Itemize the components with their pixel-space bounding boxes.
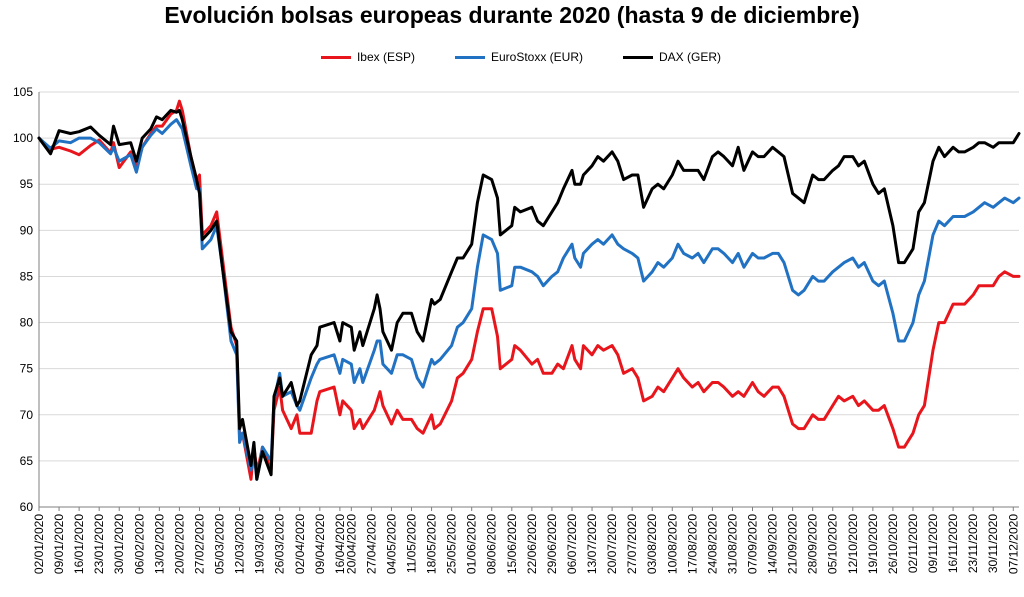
y-tick-label: 70 bbox=[20, 408, 34, 422]
x-tick-label: 05/10/2020 bbox=[826, 514, 840, 574]
x-tick-label: 18/05/2020 bbox=[425, 514, 439, 574]
x-tick-label: 23/11/2020 bbox=[966, 514, 980, 573]
x-tick-label: 07/12/2020 bbox=[1006, 514, 1020, 574]
x-tick-label: 27/04/2020 bbox=[364, 514, 378, 574]
legend-swatch-ibex bbox=[320, 55, 351, 59]
x-tick-label: 12/03/2020 bbox=[233, 514, 247, 574]
x-tick-label: 11/05/2020 bbox=[405, 514, 419, 573]
x-tick-label: 27/02/2020 bbox=[192, 514, 206, 574]
x-tick-label: 22/06/2020 bbox=[525, 514, 539, 574]
y-tick-label: 105 bbox=[13, 85, 33, 99]
x-tick-label: 16/01/2020 bbox=[72, 514, 86, 574]
x-tick-label: 30/01/2020 bbox=[112, 514, 126, 574]
legend-swatch-dax bbox=[623, 55, 654, 59]
y-tick-label: 90 bbox=[20, 223, 34, 237]
chart-title: Evolución bolsas europeas durante 2020 (… bbox=[164, 2, 860, 28]
legend-item-ibex: Ibex (ESP) bbox=[320, 50, 415, 64]
x-tick-label: 09/01/2020 bbox=[52, 514, 66, 574]
legend: Ibex (ESP) EuroStoxx (EUR) DAX (GER) bbox=[0, 50, 1024, 64]
legend-label-dax: DAX (GER) bbox=[659, 50, 722, 64]
x-tick-label: 21/09/2020 bbox=[786, 514, 800, 574]
x-tick-label: 03/08/2020 bbox=[645, 514, 659, 574]
x-tick-label: 02/01/2020 bbox=[32, 514, 46, 574]
y-tick-label: 100 bbox=[13, 131, 33, 145]
x-tick-label: 09/04/2020 bbox=[313, 514, 327, 574]
x-tick-label: 01/06/2020 bbox=[465, 514, 479, 574]
x-tick-label: 27/07/2020 bbox=[625, 514, 639, 574]
x-tick-label: 30/11/2020 bbox=[986, 514, 1000, 573]
x-tick-label: 26/10/2020 bbox=[886, 514, 900, 574]
x-tick-label: 10/08/2020 bbox=[665, 514, 679, 574]
x-tick-label: 07/09/2020 bbox=[746, 514, 760, 574]
legend-label-ibex: Ibex (ESP) bbox=[356, 50, 415, 64]
y-tick-label: 80 bbox=[20, 316, 34, 330]
x-tick-label: 06/07/2020 bbox=[565, 514, 579, 574]
x-tick-label: 28/09/2020 bbox=[806, 514, 820, 574]
x-tick-label: 13/07/2020 bbox=[585, 514, 599, 574]
x-tick-label: 19/03/2020 bbox=[253, 514, 267, 574]
x-tick-label: 17/08/2020 bbox=[685, 514, 699, 574]
series-line-ibex bbox=[37, 99, 1021, 481]
x-tick-label: 20/07/2020 bbox=[605, 514, 619, 574]
x-tick-label: 19/10/2020 bbox=[866, 514, 880, 574]
legend-item-dax: DAX (GER) bbox=[623, 50, 721, 64]
x-tick-label: 04/05/2020 bbox=[384, 514, 398, 574]
x-tick-label: 12/10/2020 bbox=[846, 514, 860, 574]
x-tick-label: 15/06/2020 bbox=[505, 514, 519, 574]
y-tick-label: 75 bbox=[20, 362, 34, 376]
x-tick-label: 16/11/2020 bbox=[946, 514, 960, 573]
y-tick-label: 85 bbox=[20, 269, 34, 283]
x-tick-label: 09/11/2020 bbox=[926, 514, 940, 573]
x-tick-label: 13/02/2020 bbox=[152, 514, 166, 574]
series-line-dax bbox=[37, 108, 1021, 481]
x-tick-label: 02/11/2020 bbox=[906, 514, 920, 573]
legend-swatch-eurostoxx bbox=[454, 55, 485, 59]
series-line-eurostoxx bbox=[37, 118, 1021, 481]
x-tick-label: 24/08/2020 bbox=[705, 514, 719, 574]
y-tick-label: 65 bbox=[20, 454, 34, 468]
x-tick-label: 20/02/2020 bbox=[172, 514, 186, 574]
x-tick-label: 23/01/2020 bbox=[92, 514, 106, 574]
x-tick-label: 25/05/2020 bbox=[445, 514, 459, 574]
y-tick-label: 60 bbox=[20, 500, 34, 514]
x-tick-label: 16/04/2020 bbox=[333, 514, 347, 574]
x-tick-label: 31/08/2020 bbox=[725, 514, 739, 574]
x-tick-label: 14/09/2020 bbox=[766, 514, 780, 574]
x-tick-label: 02/04/2020 bbox=[293, 514, 307, 574]
x-tick-label: 06/02/2020 bbox=[132, 514, 146, 574]
x-tick-label: 20/04/2020 bbox=[344, 514, 358, 574]
x-tick-label: 29/06/2020 bbox=[545, 514, 559, 574]
y-tick-label: 95 bbox=[20, 177, 34, 191]
legend-label-eurostoxx: EuroStoxx (EUR) bbox=[490, 50, 584, 64]
x-tick-label: 05/03/2020 bbox=[213, 514, 227, 574]
x-tick-label: 08/06/2020 bbox=[485, 514, 499, 574]
legend-item-eurostoxx: EuroStoxx (EUR) bbox=[454, 50, 584, 64]
x-tick-label: 26/03/2020 bbox=[273, 514, 287, 574]
